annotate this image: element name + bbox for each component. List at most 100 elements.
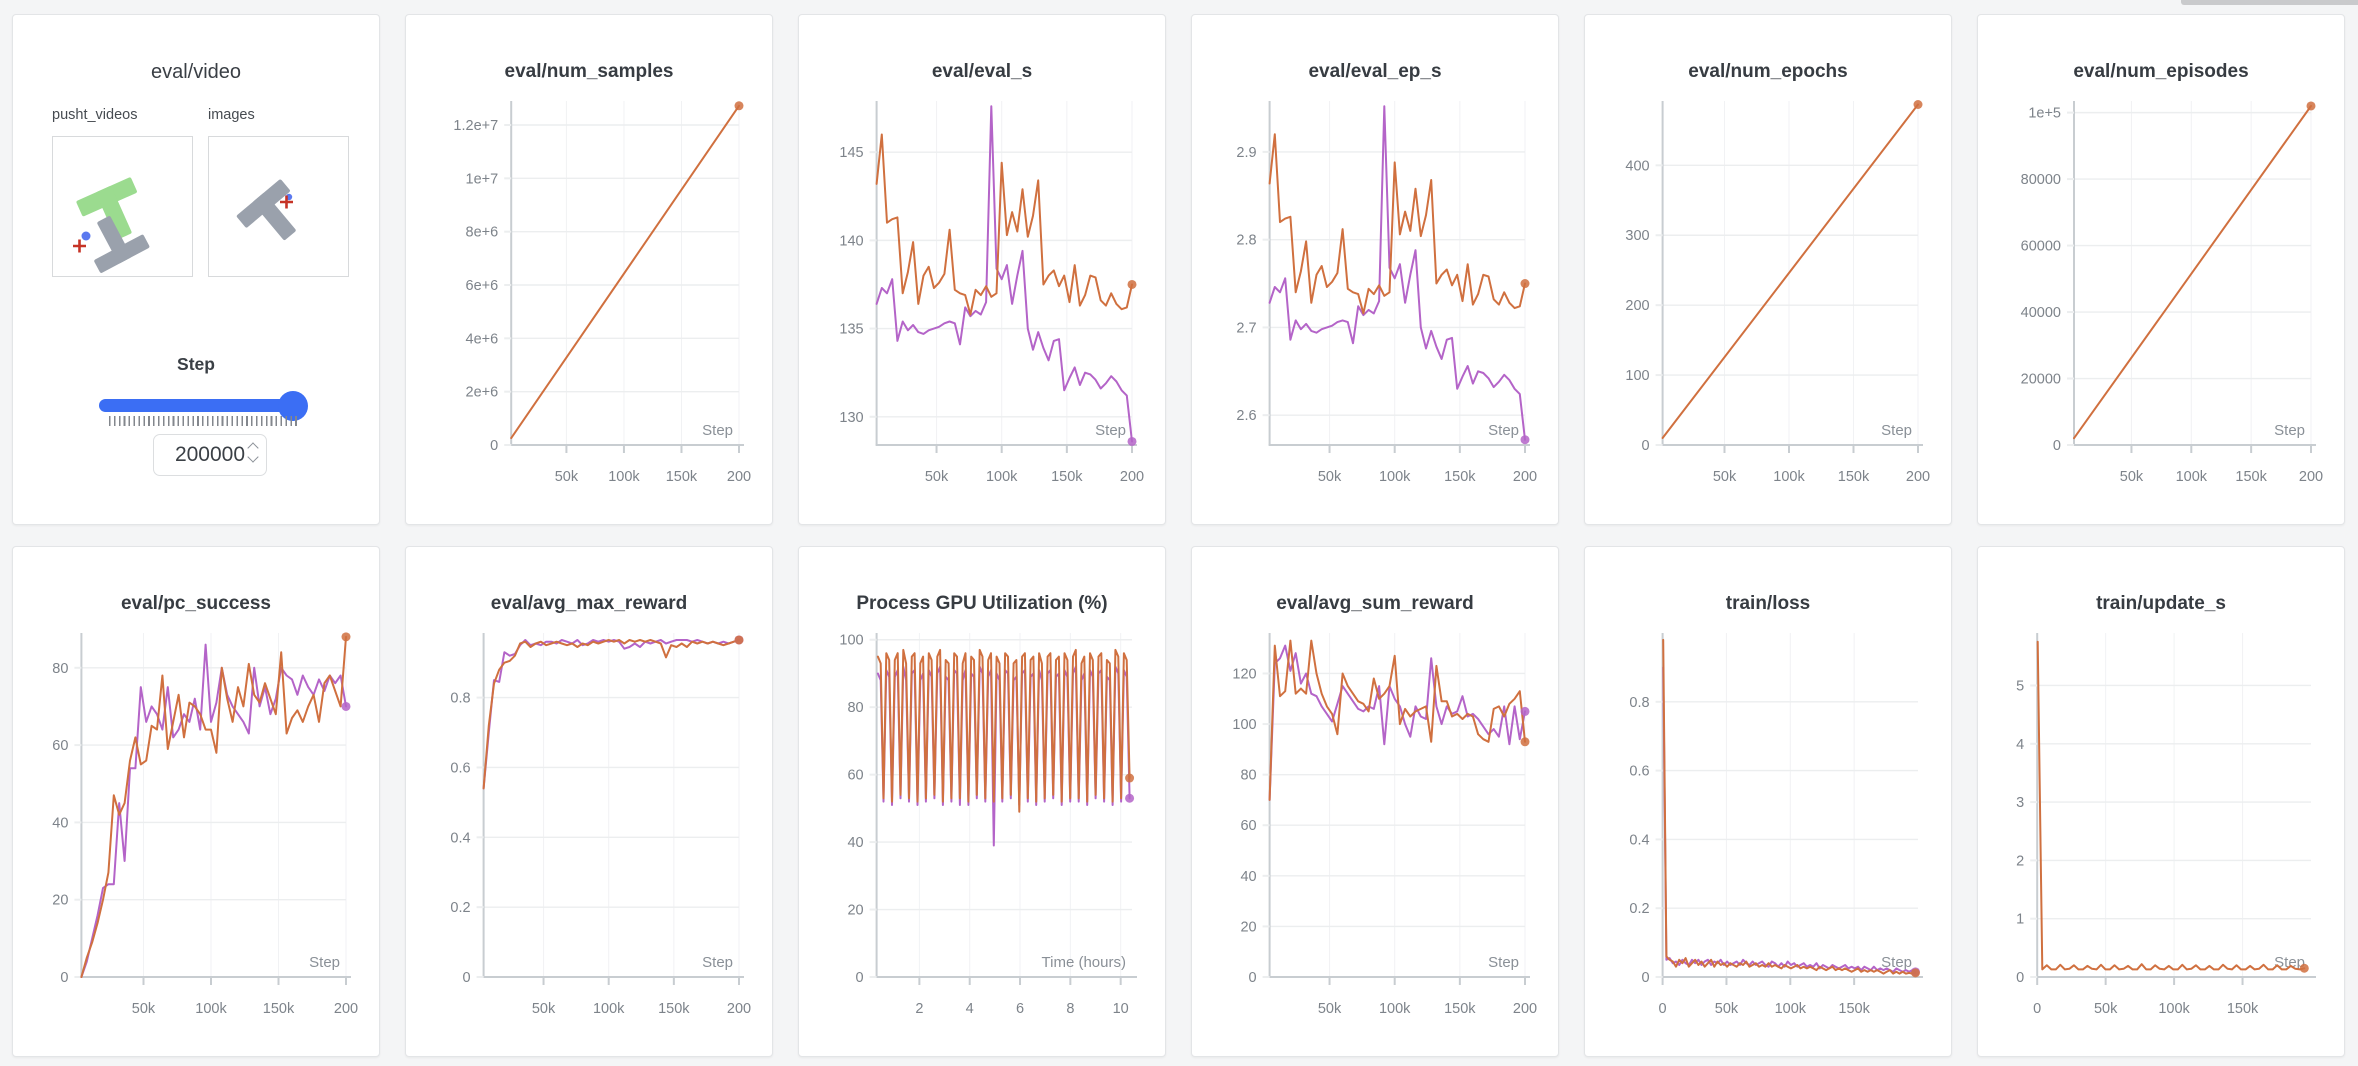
decrement-icon[interactable] — [247, 451, 259, 463]
svg-text:80000: 80000 — [2021, 172, 2061, 188]
svg-text:150k: 150k — [1051, 469, 1083, 485]
svg-text:120: 120 — [1232, 666, 1256, 682]
svg-text:0.4: 0.4 — [450, 830, 470, 846]
chart-eval-eval-s: 50k 100k 150k 200 130 135 140 145 Step — [839, 101, 1144, 485]
step-number-input[interactable]: 200000 — [153, 434, 267, 476]
svg-text:0.8: 0.8 — [1629, 695, 1649, 711]
panel-process-gpu-utilization[interactable]: Process GPU Utilization (%) 2 4 6 8 10 0 20 40 60… — [798, 546, 1166, 1057]
step-slider-track[interactable] — [99, 399, 307, 412]
step-slider-ticks — [109, 416, 299, 426]
svg-text:200: 200 — [1906, 469, 1930, 485]
svg-text:1.2e+7: 1.2e+7 — [453, 118, 498, 134]
svg-text:60000: 60000 — [2021, 239, 2061, 255]
svg-text:0.8: 0.8 — [450, 691, 470, 707]
svg-text:5: 5 — [2016, 678, 2024, 694]
svg-text:150k: 150k — [2227, 1001, 2259, 1017]
svg-text:20: 20 — [1240, 919, 1256, 935]
images-label: images — [208, 107, 255, 123]
svg-text:0: 0 — [2053, 438, 2061, 454]
panel-eval-avg-max-reward[interactable]: eval/avg_max_reward 50k 100k 150k 200 0 0.2 0.4… — [405, 546, 773, 1057]
chart-title: eval/pc_success — [120, 593, 271, 614]
media-panel-title: eval/video — [150, 61, 242, 83]
svg-text:1: 1 — [2016, 912, 2024, 928]
chart-title: eval/eval_s — [931, 61, 1033, 82]
svg-text:0: 0 — [490, 438, 498, 454]
svg-text:50k: 50k — [1318, 469, 1342, 485]
panel-eval-avg-sum-reward[interactable]: eval/avg_sum_reward 50k 100k 150k 200 0 20 40 60… — [1191, 546, 1559, 1057]
panel-eval-video[interactable]: eval/video pusht_videos images — [12, 14, 380, 525]
svg-text:200: 200 — [727, 469, 751, 485]
images-frame — [236, 179, 296, 241]
svg-text:0.4: 0.4 — [1629, 832, 1649, 848]
chart-train-loss: 0 50k 100k 150k 0 0.2 0.4 0.6 0.8 Step — [1629, 633, 1923, 1017]
svg-text:Time (hours): Time (hours) — [1042, 954, 1126, 971]
svg-text:50k: 50k — [532, 1001, 556, 1017]
svg-text:2: 2 — [2016, 853, 2024, 869]
chart-eval-avg-sum-reward: 50k 100k 150k 200 0 20 40 60 80 100 120 Step — [1232, 633, 1537, 1017]
pusht-video-thumbnail[interactable] — [52, 136, 193, 277]
svg-text:50k: 50k — [1713, 469, 1737, 485]
svg-text:2.9: 2.9 — [1236, 145, 1256, 161]
svg-text:0: 0 — [1249, 970, 1257, 986]
step-value: 200000 — [174, 443, 246, 466]
svg-text:20000: 20000 — [2021, 372, 2061, 388]
images-thumbnail[interactable] — [208, 136, 349, 277]
panel-eval-num-samples[interactable]: eval/num_samples 50k 100k 150k 200 0 2e+6 4e+6 6… — [405, 14, 773, 525]
svg-text:150k: 150k — [1838, 469, 1870, 485]
svg-text:100k: 100k — [1379, 1001, 1411, 1017]
svg-text:4: 4 — [966, 1001, 974, 1017]
svg-text:2.8: 2.8 — [1236, 233, 1256, 249]
svg-text:0: 0 — [60, 970, 68, 986]
panel-train-loss[interactable]: train/loss 0 50k 100k 150k 0 0.2 0.4 0.6 0.8 Step — [1584, 546, 1952, 1057]
svg-text:100k: 100k — [1775, 1001, 1807, 1017]
svg-text:150k: 150k — [2235, 469, 2267, 485]
svg-text:50k: 50k — [132, 1001, 156, 1017]
svg-text:130: 130 — [839, 410, 863, 426]
svg-text:Step: Step — [702, 954, 733, 971]
pusht-video-frame — [73, 177, 150, 273]
chart-title: Process GPU Utilization (%) — [856, 593, 1108, 614]
svg-text:200: 200 — [1513, 469, 1537, 485]
step-slider-label: Step — [177, 354, 215, 374]
svg-text:0: 0 — [2033, 1001, 2041, 1017]
panel-eval-eval-s[interactable]: eval/eval_s 50k 100k 150k 200 130 135 140 145 Ste… — [798, 14, 1166, 525]
chart-title: eval/num_samples — [504, 61, 674, 82]
svg-text:Step: Step — [309, 954, 340, 971]
panel-eval-eval-ep-s[interactable]: eval/eval_ep_s 50k 100k 150k 200 2.6 2.7 2.8 2.9… — [1191, 14, 1559, 525]
svg-text:2.7: 2.7 — [1236, 320, 1256, 336]
svg-text:60: 60 — [52, 738, 68, 754]
svg-text:200: 200 — [1513, 1001, 1537, 1017]
chart-eval-num-epochs: 50k 100k 150k 200 0 100 200 300 400 Step — [1625, 99, 1930, 485]
chart-title: train/update_s — [2096, 593, 2226, 614]
svg-text:60: 60 — [1240, 818, 1256, 834]
panel-eval-num-episodes[interactable]: eval/num_episodes 50k 100k 150k 200 0 20000 400… — [1977, 14, 2345, 525]
panel-train-update-s[interactable]: train/update_s 0 50k 100k 150k 0 1 2 3 4 5 Step — [1977, 546, 2345, 1057]
chart-eval-num-episodes: 50k 100k 150k 200 0 20000 40000 60000 80000 1e+5 S… — [2021, 101, 2323, 485]
panel-eval-num-epochs[interactable]: eval/num_epochs 50k 100k 150k 200 0 100 200 300 4… — [1584, 14, 1952, 525]
svg-text:50k: 50k — [555, 469, 579, 485]
svg-text:100k: 100k — [195, 1001, 227, 1017]
svg-text:50k: 50k — [1318, 1001, 1342, 1017]
svg-text:50k: 50k — [1715, 1001, 1739, 1017]
svg-text:4: 4 — [2016, 737, 2024, 753]
chart-title: eval/avg_sum_reward — [1276, 593, 1474, 614]
stepper-buttons[interactable] — [247, 442, 259, 463]
svg-text:200: 200 — [1120, 469, 1144, 485]
svg-text:135: 135 — [839, 322, 863, 338]
svg-text:2.6: 2.6 — [1236, 408, 1256, 424]
chart-train-update-s: 0 50k 100k 150k 0 1 2 3 4 5 Step — [2016, 633, 2316, 1017]
svg-text:1e+7: 1e+7 — [466, 171, 499, 187]
svg-text:200: 200 — [2299, 469, 2323, 485]
svg-text:150k: 150k — [666, 469, 698, 485]
chart-title: eval/num_episodes — [2073, 61, 2249, 82]
svg-text:150k: 150k — [1444, 1001, 1476, 1017]
svg-text:0: 0 — [463, 970, 471, 986]
chart-eval-num-samples: 50k 100k 150k 200 0 2e+6 4e+6 6e+6 8e+6 1e+7 1.2e+… — [453, 101, 751, 485]
svg-text:6: 6 — [1016, 1001, 1024, 1017]
svg-text:100: 100 — [1232, 717, 1256, 733]
chart-title: eval/eval_ep_s — [1308, 61, 1442, 82]
panel-eval-pc-success[interactable]: eval/pc_success 50k 100k 150k 200 0 20 40 60 80 St… — [12, 546, 380, 1057]
svg-text:0.2: 0.2 — [1629, 901, 1649, 917]
svg-text:Step: Step — [1881, 422, 1912, 439]
